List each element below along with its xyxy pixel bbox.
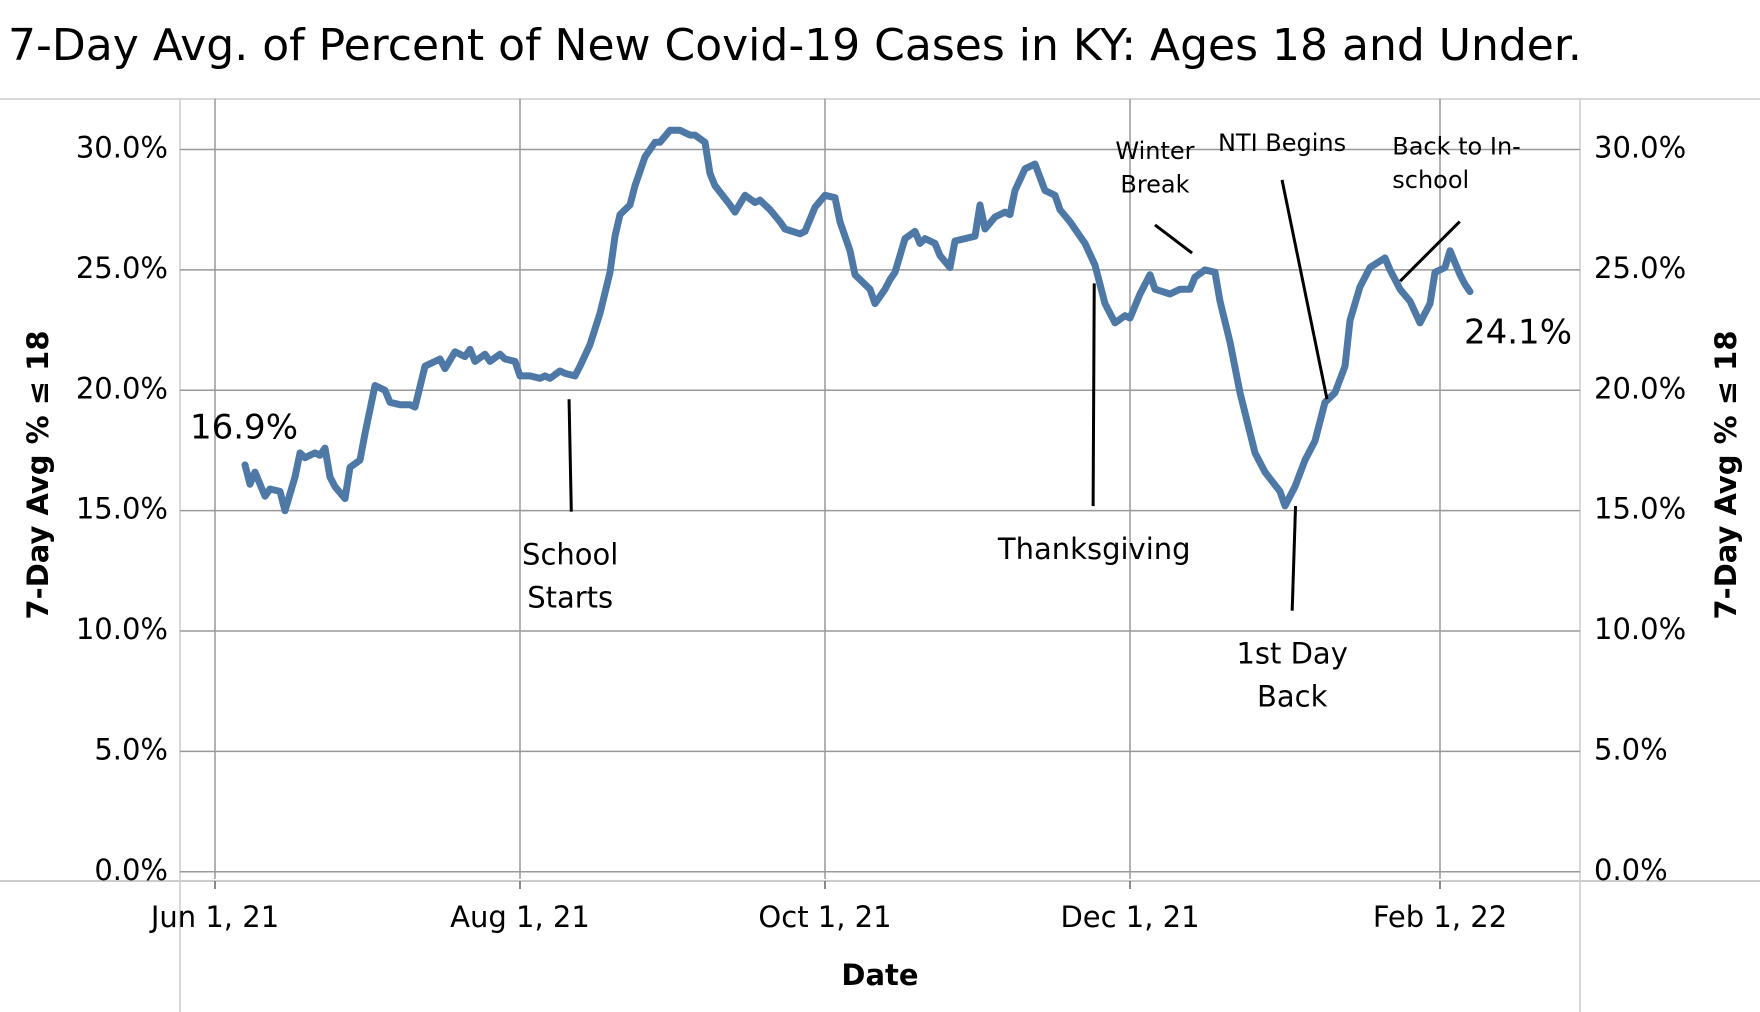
annotation: Winter	[1115, 137, 1194, 165]
annotation-leader	[1399, 220, 1461, 283]
x-tick-label: Jun 1, 21	[149, 900, 279, 934]
y-tick-label: 0.0%	[94, 853, 168, 887]
annotation: Back	[1257, 679, 1328, 713]
annotation-leader	[1290, 506, 1298, 611]
annotation: Thanksgiving	[997, 532, 1191, 566]
y2-tick-label: 10.0%	[1594, 612, 1686, 646]
annotation: School	[522, 538, 618, 572]
annotation-leader	[1091, 283, 1096, 507]
y2-tick-label: 20.0%	[1594, 371, 1686, 405]
annotation: school	[1392, 166, 1469, 194]
first-label: 16.9%	[190, 408, 298, 448]
annotation: Back to In-	[1392, 132, 1521, 160]
y-tick-label: 5.0%	[94, 732, 168, 766]
x-axis-label: Date	[841, 958, 918, 992]
y2-tick-label: 30.0%	[1594, 131, 1686, 165]
y2-axis-label: 7-Day Avg % ≤ 18	[1709, 330, 1743, 619]
x-tick-label: Dec 1, 21	[1060, 900, 1199, 934]
annotation: Starts	[527, 580, 613, 614]
y2-tick-label: 0.0%	[1594, 853, 1668, 887]
y-tick-label: 10.0%	[76, 612, 168, 646]
annotation-leader	[567, 399, 573, 512]
annotation: 1st Day	[1236, 637, 1347, 671]
annotation-leader	[1154, 223, 1193, 255]
annotation: Break	[1120, 171, 1189, 199]
x-tick-label: Oct 1, 21	[758, 900, 891, 934]
annotation-leader	[1280, 179, 1329, 400]
y-tick-label: 20.0%	[76, 371, 168, 405]
last-label: 24.1%	[1464, 313, 1572, 353]
chart-title: 7-Day Avg. of Percent of New Covid-19 Ca…	[8, 20, 1582, 71]
x-tick-label: Aug 1, 21	[450, 900, 590, 934]
y-tick-label: 15.0%	[76, 492, 168, 526]
y2-tick-label: 15.0%	[1594, 492, 1686, 526]
y2-tick-label: 25.0%	[1594, 251, 1686, 285]
x-tick-label: Feb 1, 22	[1373, 900, 1507, 934]
annotation: NTI Begins	[1218, 129, 1346, 157]
y-tick-label: 25.0%	[76, 251, 168, 285]
y2-tick-label: 5.0%	[1594, 732, 1668, 766]
y-axis-label: 7-Day Avg % ≤ 18	[21, 330, 55, 619]
y-tick-label: 30.0%	[76, 131, 168, 165]
line-series	[241, 126, 1474, 515]
